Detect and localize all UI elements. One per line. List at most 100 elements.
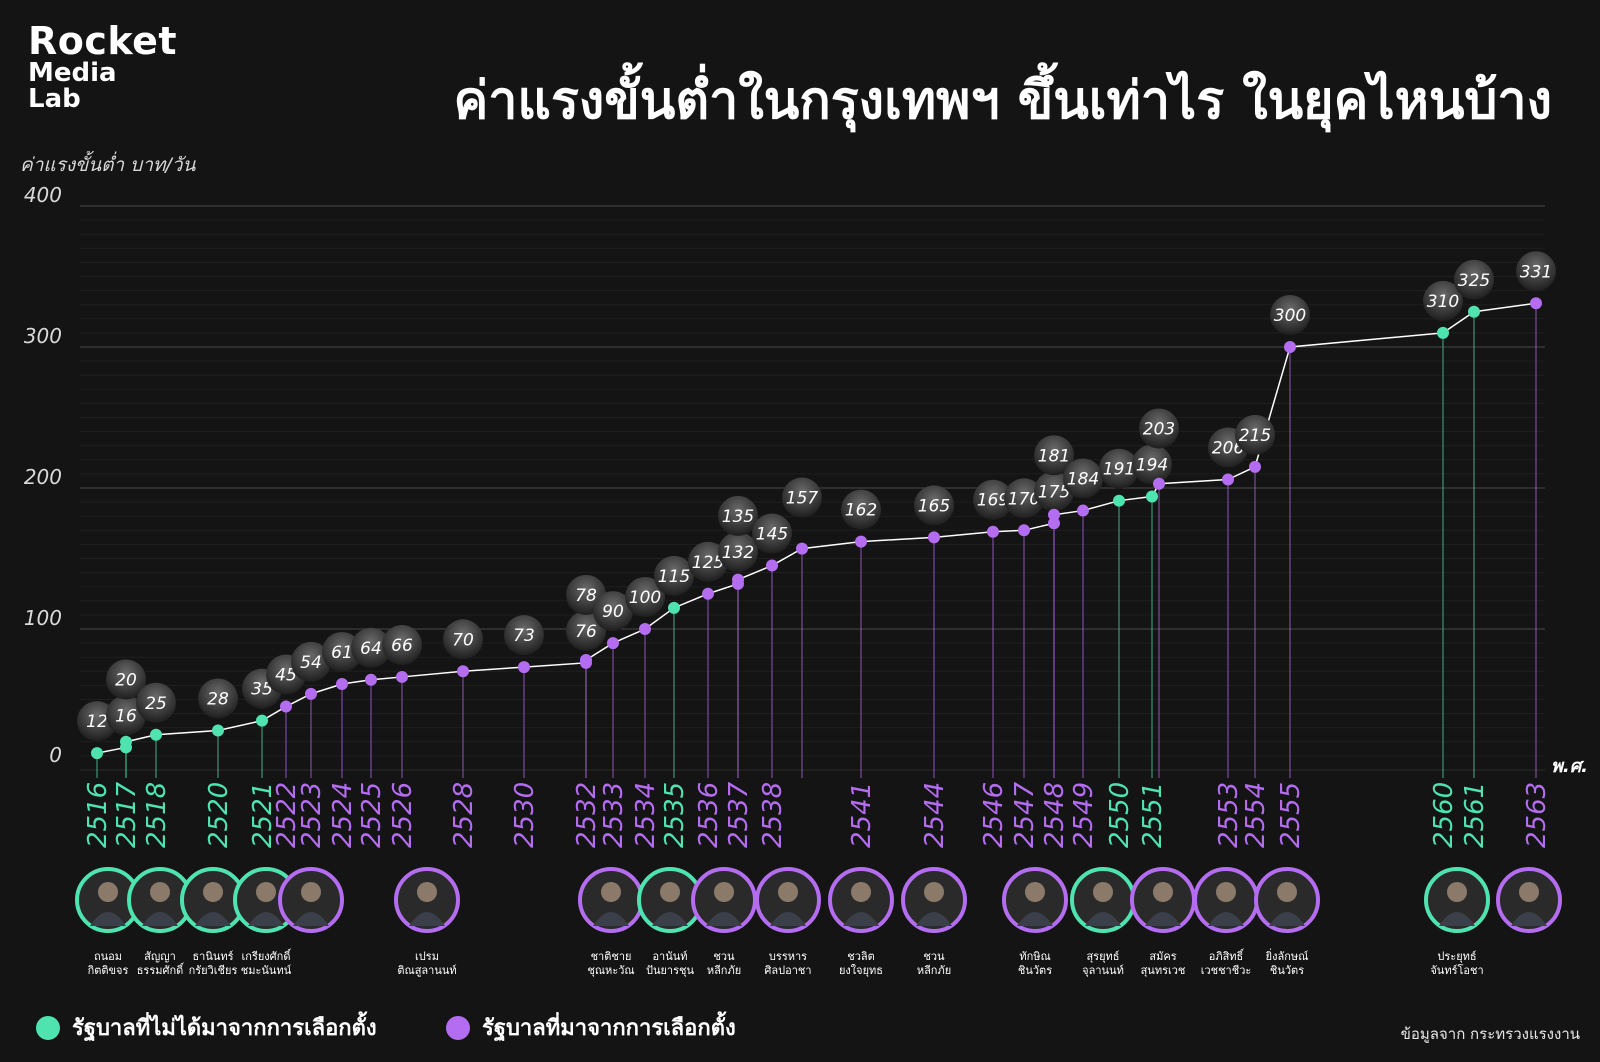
data-point xyxy=(150,728,162,741)
portrait-head xyxy=(203,882,223,902)
leader-portrait: ยิ่งลักษณ์ชินวัตร xyxy=(1254,867,1320,977)
data-point xyxy=(1437,326,1449,339)
leader-name-line-1: ชาติชาย xyxy=(591,950,632,963)
portrait-head xyxy=(601,882,621,902)
year-label: 2544 xyxy=(920,782,950,848)
data-point xyxy=(766,559,778,572)
portrait-head xyxy=(1093,882,1113,902)
data-point xyxy=(668,601,680,614)
data-label: 175 xyxy=(1038,482,1070,502)
value-bubble xyxy=(351,627,391,668)
year-label: 2537 xyxy=(724,781,754,848)
leader-name-line-2: จันทร์โอชา xyxy=(1430,963,1483,977)
data-label: 310 xyxy=(1427,292,1459,312)
data-point xyxy=(305,687,317,700)
leader-portrait: อภิสิทธิ์เวชชาชีวะ xyxy=(1193,867,1259,977)
leader-name-line-1: ทักษิณ xyxy=(1019,950,1050,963)
year-label: 2555 xyxy=(1276,782,1306,848)
data-point xyxy=(639,623,651,635)
data-point xyxy=(256,714,268,727)
data-point xyxy=(120,735,132,748)
leader-portrait: ธานินทร์กรัยวิเชียร xyxy=(180,867,246,977)
data-label: 61 xyxy=(331,643,353,663)
value-bubble xyxy=(782,477,822,518)
data-point xyxy=(928,531,940,544)
data-point xyxy=(1468,305,1480,318)
leader-name-line-1: สุรยุทธ์ xyxy=(1086,950,1119,963)
data-label: 35 xyxy=(251,680,273,700)
legend-non-elected-dot xyxy=(36,1015,60,1040)
leader-portrait: สุรยุทธ์จุลานนท์ xyxy=(1070,867,1136,977)
year-label: 2533 xyxy=(599,782,629,848)
leader-name-line-2: ศิลปอาชา xyxy=(764,964,811,977)
data-point xyxy=(212,724,224,737)
value-bubble xyxy=(1099,448,1139,489)
value-bubble xyxy=(136,682,176,723)
portrait-body xyxy=(90,912,126,926)
value-bubble xyxy=(752,513,792,554)
leader-name-line-1: ถนอม xyxy=(94,950,122,963)
data-label: 90 xyxy=(602,602,624,622)
portrait-body xyxy=(916,912,952,926)
portrait-body xyxy=(593,912,629,926)
data-point xyxy=(1048,517,1060,530)
value-bubble xyxy=(914,485,954,526)
data-label: 215 xyxy=(1239,426,1271,446)
leader-name-line-2: ธรรมศักดิ์ xyxy=(137,962,185,977)
portrait-head xyxy=(256,882,276,902)
data-label: 78 xyxy=(575,586,597,606)
portrait-head xyxy=(1277,882,1297,902)
portrait-head xyxy=(924,882,944,902)
portrait-head xyxy=(1216,882,1236,902)
leader-name-line-2: สุนทรเวช xyxy=(1141,964,1186,977)
legend-elected-label: รัฐบาลที่มาจากการเลือกตั้ง xyxy=(482,1016,736,1041)
value-bubble xyxy=(1423,280,1463,321)
data-point xyxy=(1222,473,1234,486)
data-point xyxy=(1284,341,1296,353)
data-point xyxy=(1153,477,1165,490)
portrait-head xyxy=(417,882,437,902)
value-bubble xyxy=(718,495,758,536)
leader-name-line-2: ยงใจยุทธ xyxy=(839,964,883,977)
leader-name-line-1: เกรียงศักดิ์ xyxy=(242,948,293,963)
year-label: 2532 xyxy=(572,782,602,848)
leader-name-line-1: อภิสิทธิ์ xyxy=(1209,948,1245,963)
year-label: 2518 xyxy=(142,782,172,848)
leader-name-line-2: เวชชาชีวะ xyxy=(1201,964,1252,977)
value-bubble xyxy=(718,531,758,572)
portrait-head xyxy=(1447,882,1467,902)
legend-non-elected-label: รัฐบาลที่ไม่ได้มาจากการเลือกตั้ง xyxy=(72,1016,377,1041)
portrait-head xyxy=(1153,882,1173,902)
portrait-body xyxy=(293,912,329,926)
portrait-body xyxy=(409,912,445,926)
data-point xyxy=(336,677,348,690)
data-label: 203 xyxy=(1143,419,1175,439)
data-point xyxy=(365,673,377,686)
data-label: 169 xyxy=(977,491,1009,511)
data-point xyxy=(607,637,619,650)
value-bubble xyxy=(1270,295,1310,335)
leader-name-line-2: ชินวัตร xyxy=(1018,964,1052,977)
year-label: 2522 xyxy=(272,782,302,848)
data-label: 170 xyxy=(1008,489,1040,509)
data-point xyxy=(1113,494,1125,507)
year-label: 2530 xyxy=(510,782,540,848)
year-label: 2523 xyxy=(297,782,327,848)
portrait-body xyxy=(843,912,879,926)
data-label: 125 xyxy=(692,553,724,573)
data-label: 191 xyxy=(1103,460,1135,480)
y-tick-label: 400 xyxy=(24,183,62,207)
data-label: 64 xyxy=(360,639,382,659)
value-bubble xyxy=(1454,259,1494,300)
year-label: 2549 xyxy=(1069,782,1099,848)
data-point xyxy=(280,700,292,713)
data-points xyxy=(91,297,1542,760)
data-point xyxy=(732,573,744,586)
year-label: 2516 xyxy=(83,782,113,848)
data-label: 115 xyxy=(658,567,690,587)
year-label: 2536 xyxy=(694,782,724,848)
y-tick-label: 0 xyxy=(49,743,62,767)
year-label: 2561 xyxy=(1460,782,1490,848)
